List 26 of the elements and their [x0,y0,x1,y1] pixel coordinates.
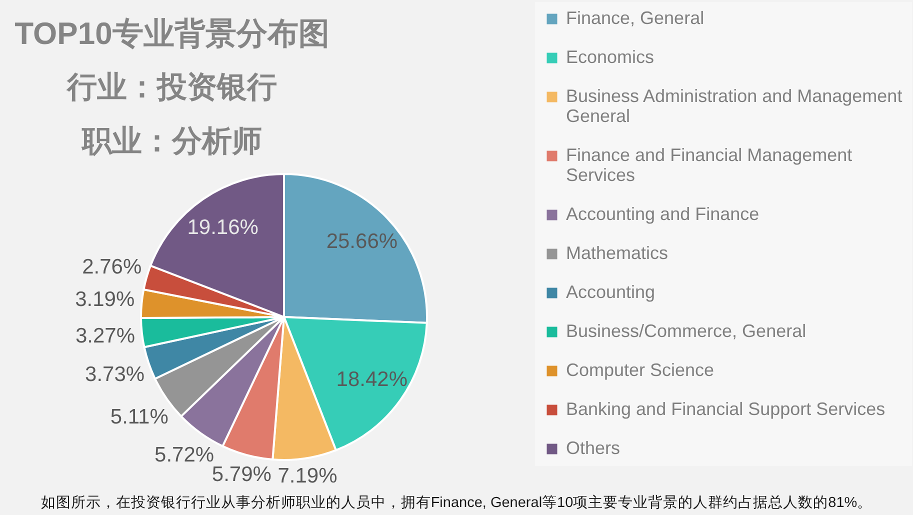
legend-label: Banking and Financial Support Services [566,399,886,419]
data-label: 2.76% [82,255,142,278]
data-label: 7.19% [278,464,338,488]
text: 如图所示，在投资银行行业从事分析师职业的人员中，拥有Finance, General等10项主要专业背景的人群约占据总人数的81%。 [40,494,872,511]
data-label: 3.73% [85,362,145,386]
legend-label: Mathematics [566,243,668,263]
data-label: 25.66% [326,230,398,254]
data-label: 19.16% [187,216,258,239]
legend-label: Finance and Financial Management Services [566,145,852,185]
data-label: 3.19% [75,288,135,312]
legend-label: Accounting and Finance [566,204,760,224]
legend-label: Others [566,438,620,458]
text: 职业：分析师 [82,125,262,158]
legend-label: Business/Commerce, General [566,321,806,341]
data-label: 5.79% [212,463,272,486]
data-label: 18.42% [336,368,408,391]
data-label: 5.72% [154,444,214,467]
legend-label: Accounting [566,282,656,302]
data-label: 3.27% [75,324,135,348]
legend-label: Computer Science [566,360,714,380]
data-label: 5.11% [110,405,168,428]
text: 行业：投资银行 [67,71,277,104]
legend-label: Economics [566,47,654,67]
legend-label: Finance, General [566,8,704,28]
chart-title: TOP10专业背景分布图 [14,16,330,51]
legend-label: Business Administration and Management General [566,86,902,126]
